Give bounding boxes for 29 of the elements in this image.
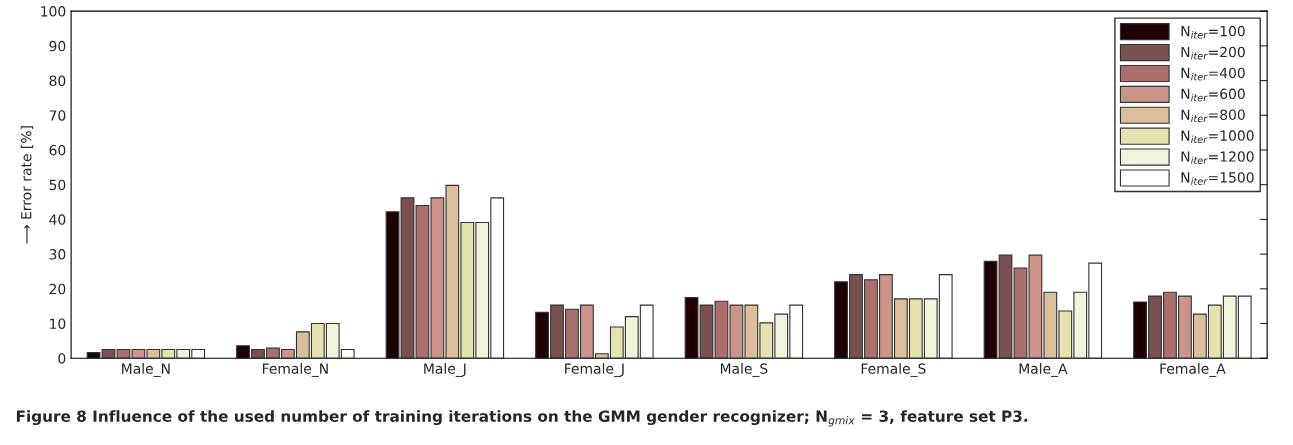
x-tick-label: Male_N — [122, 363, 170, 377]
legend-label: N$_{iter}$=1500 — [1181, 172, 1254, 185]
x-tick-label: Female_A — [1160, 363, 1226, 377]
y-tick-label: 70 — [49, 110, 66, 121]
legend-label: N$_{iter}$=800 — [1181, 109, 1245, 123]
x-tick-label: Female_J — [565, 363, 624, 377]
x-tick-label: Female_S — [861, 363, 926, 377]
legend-label: N$_{iter}$=1000 — [1181, 130, 1254, 144]
y-tick-label: 90 — [49, 40, 66, 52]
y-tick-label: 20 — [49, 283, 66, 295]
x-tick-label: Male_A — [1019, 363, 1068, 377]
y-tick-label: 100 — [41, 6, 66, 17]
y-tick-label: 60 — [49, 144, 66, 156]
caption: Figure 8 Influence of the used number of training iterations on the GMM gender recognizer; N$_{gmix}$ = 3, feature set P3. — [16, 410, 1028, 427]
x-tick-label: Female_N — [262, 363, 328, 377]
y-tick-label: 50 — [49, 179, 66, 191]
y-tick-label: 30 — [49, 249, 66, 260]
y-tick-label: 10 — [50, 318, 66, 329]
legend-label: N$_{iter}$=200 — [1181, 46, 1245, 60]
legend-label: N$_{iter}$=1200 — [1181, 151, 1254, 164]
x-tick-label: Male_S — [720, 363, 768, 377]
legend-label: N$_{iter}$=400 — [1181, 67, 1245, 81]
y-tick-label: 40 — [49, 214, 66, 225]
y-tick-label: 0 — [58, 353, 66, 364]
legend-label: N$_{iter}$=600 — [1181, 88, 1245, 102]
y-axis-title: ⟶ Error rate [%] — [20, 126, 34, 244]
legend-label: N$_{iter}$=100 — [1181, 25, 1245, 39]
y-tick-label: 80 — [49, 75, 66, 87]
x-tick-label: Male_J — [424, 363, 466, 377]
